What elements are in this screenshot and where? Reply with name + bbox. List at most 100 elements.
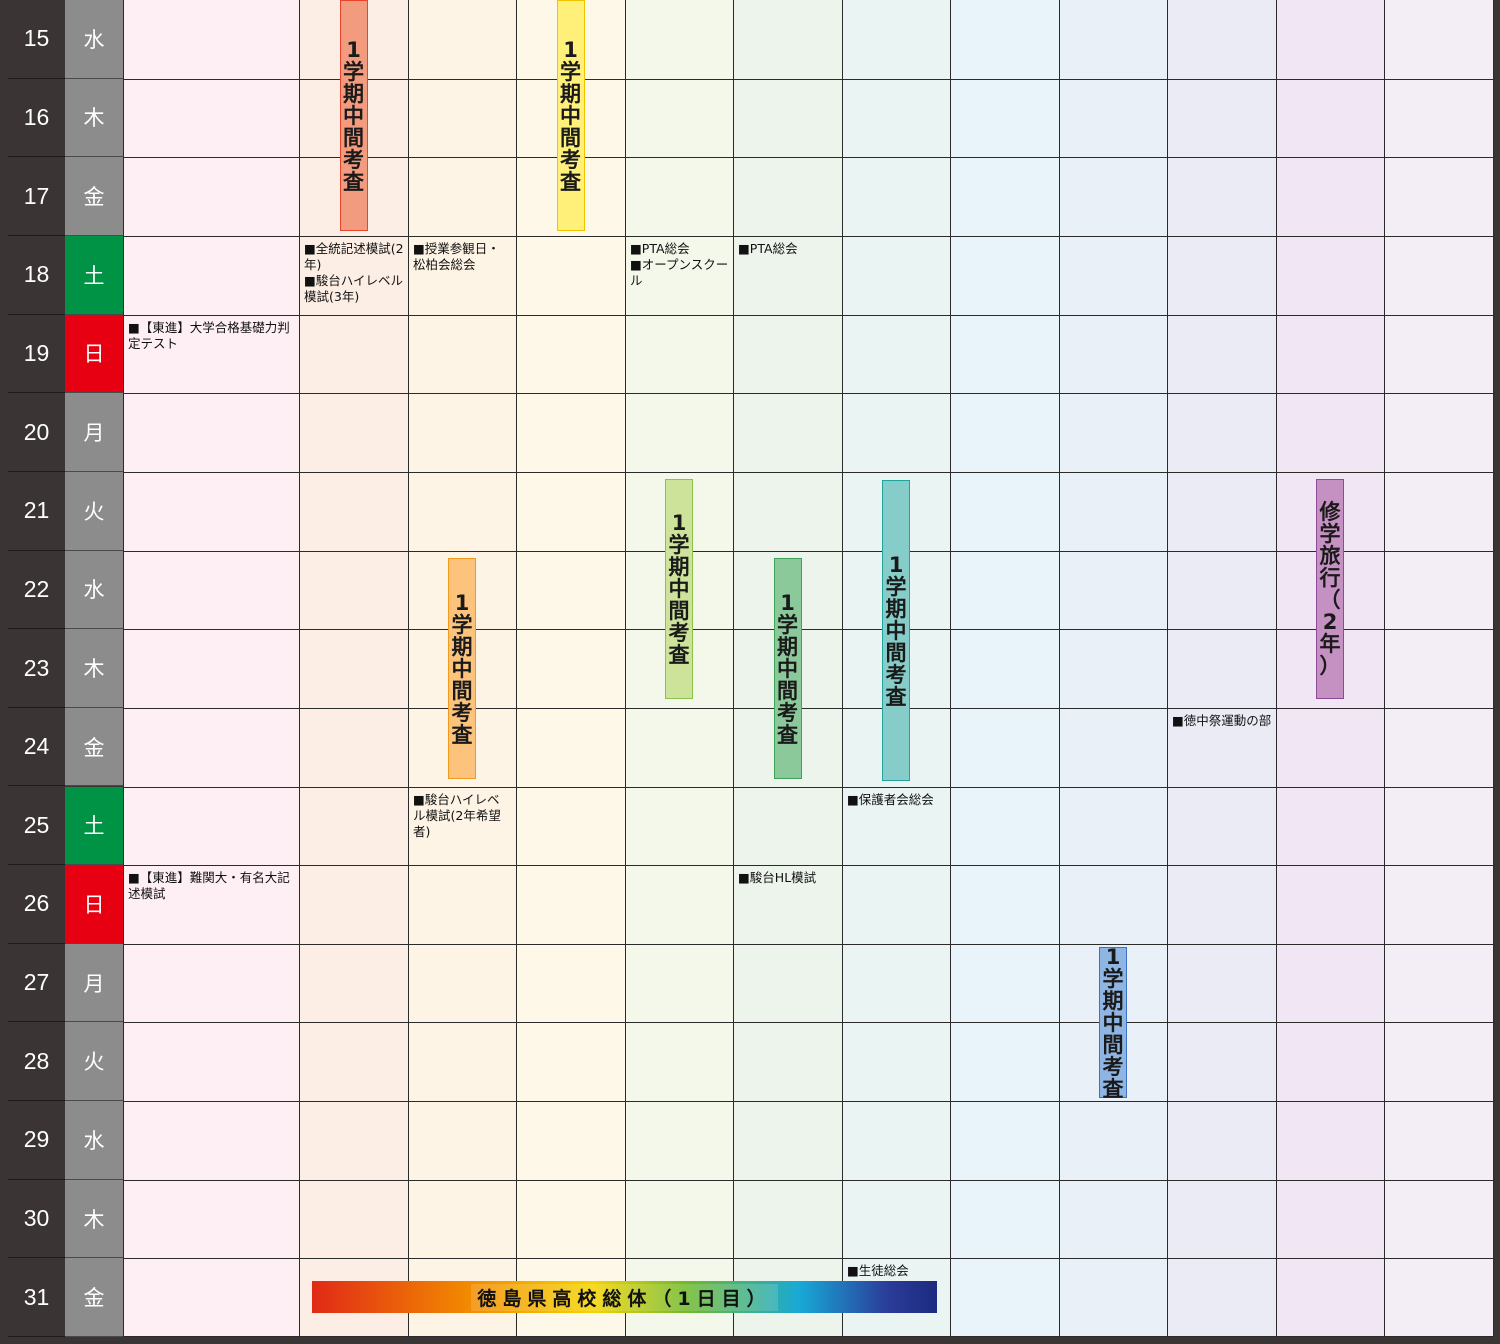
row-divider — [123, 78, 1493, 80]
column-divider — [1276, 0, 1277, 1337]
day-number: 23 — [8, 629, 65, 708]
day-number: 15 — [8, 0, 65, 79]
day-number: 17 — [8, 157, 65, 236]
bar-character: 旅 — [1319, 544, 1341, 568]
weekday-label: 土 — [65, 235, 123, 315]
event-bar-label: 徳島県高校総体（1日目） — [471, 1283, 778, 1311]
event-note: ■保護者会総会 — [847, 791, 934, 807]
bar-character: 中 — [343, 103, 364, 128]
bar-character: 考 — [668, 621, 690, 645]
row-divider — [123, 550, 1493, 552]
day-number: 22 — [8, 550, 65, 630]
column-divider — [516, 0, 517, 1337]
column-background — [1059, 0, 1167, 1337]
bar-character: 間 — [668, 599, 690, 623]
day-number: 16 — [8, 78, 65, 158]
weekday-label: 金 — [65, 707, 123, 787]
bar-character: 期 — [777, 634, 798, 659]
bar-character: 査 — [777, 722, 798, 747]
bar-character: 間 — [560, 125, 581, 150]
bar-character: 1 — [888, 552, 904, 577]
day-number: 30 — [8, 1179, 65, 1259]
day-number: 21 — [8, 471, 65, 551]
bar-character: 中 — [560, 103, 581, 128]
bar-character: 中 — [451, 656, 473, 681]
event-note: ■徳中祭運動の部 — [1172, 712, 1272, 728]
day-number: 28 — [8, 1022, 65, 1102]
bar-character: 査 — [885, 684, 907, 709]
column-divider — [950, 0, 951, 1337]
bar-character: 査 — [451, 722, 473, 747]
row-divider — [123, 786, 1493, 788]
column-background — [1384, 0, 1493, 1337]
event-note: ■駿台HL模試 — [738, 870, 817, 886]
column-background — [123, 0, 299, 1337]
column-divider — [299, 0, 300, 1337]
bar-character: 査 — [668, 643, 690, 667]
weekday-label: 金 — [65, 1258, 123, 1338]
event-note: ■PTA総会 ■オープンスクール — [630, 240, 729, 288]
event-note: ■PTA総会 — [738, 240, 798, 256]
bar-character: 行 — [1319, 566, 1341, 590]
weekday-label: 水 — [65, 0, 123, 79]
day-number: 19 — [8, 314, 65, 394]
weekday-label: 日 — [65, 314, 123, 394]
bar-character: 学 — [885, 574, 907, 599]
row-divider — [123, 707, 1493, 709]
bar-character: 中 — [885, 618, 907, 643]
bar-character: 期 — [885, 596, 907, 621]
column-divider — [1167, 0, 1168, 1337]
bar-character: 1 — [454, 590, 470, 615]
column-divider — [625, 0, 626, 1337]
event-note: ■【東進】大学合格基礎力判定テスト — [128, 319, 290, 351]
weekday-label: 木 — [65, 78, 123, 158]
weekday-label: 木 — [65, 629, 123, 708]
row-divider — [123, 235, 1493, 237]
bar-character: 学 — [343, 59, 364, 84]
bar-character: ） — [1319, 654, 1341, 678]
weekday-label: 金 — [65, 157, 123, 236]
bar-character: 学 — [777, 612, 798, 637]
column-divider — [408, 0, 409, 1337]
prefectural-athletic-meet-bar: 徳島県高校総体（1日目） — [312, 1281, 937, 1313]
bar-character: 間 — [343, 125, 364, 150]
weekday-label: 火 — [65, 1022, 123, 1102]
column-background — [950, 0, 1059, 1337]
row-divider — [123, 1101, 1493, 1103]
event-note: ■【東進】難関大・有名大記述模試 — [128, 870, 290, 902]
bar-character: 査 — [560, 169, 581, 194]
bar-character: 期 — [668, 555, 690, 579]
column-divider — [1493, 0, 1494, 1337]
day-number: 25 — [8, 786, 65, 866]
bar-character: 学 — [560, 59, 581, 84]
weekday-label: 月 — [65, 943, 123, 1023]
bar-character: 中 — [777, 656, 798, 681]
bar-character: 間 — [885, 640, 907, 665]
bar-character: 1 — [563, 37, 578, 62]
day-number: 29 — [8, 1101, 65, 1180]
event-note: ■授業参観日・松柏会総会 — [413, 240, 500, 272]
day-number: 24 — [8, 707, 65, 787]
bar-character: 1 — [1105, 944, 1121, 969]
column-divider — [123, 0, 124, 1337]
bar-character: 期 — [1102, 988, 1124, 1013]
bar-character: （ — [1319, 588, 1341, 612]
bar-character: 中 — [668, 577, 690, 601]
bar-character: 1 — [346, 37, 361, 62]
event-note: ■駿台ハイレベル模試(2年希望者) — [413, 791, 501, 839]
bar-character: 期 — [560, 81, 581, 106]
bar-character: 1 — [780, 590, 795, 615]
day-number: 20 — [8, 393, 65, 472]
bar-character: 査 — [343, 169, 364, 194]
bar-character: 年 — [1319, 632, 1341, 656]
row-divider — [123, 629, 1493, 631]
row-divider — [123, 1258, 1493, 1260]
bar-character: 中 — [1102, 1010, 1124, 1035]
bar-character: 考 — [343, 147, 364, 172]
bar-character: 学 — [1102, 966, 1124, 991]
row-divider — [123, 865, 1493, 867]
